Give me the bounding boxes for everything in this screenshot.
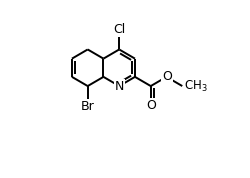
Text: Br: Br [81,100,94,113]
Text: N: N [114,80,124,93]
Text: Cl: Cl [113,23,125,36]
Text: CH$_3$: CH$_3$ [184,78,208,94]
Text: O: O [146,100,156,112]
Text: O: O [162,70,172,83]
